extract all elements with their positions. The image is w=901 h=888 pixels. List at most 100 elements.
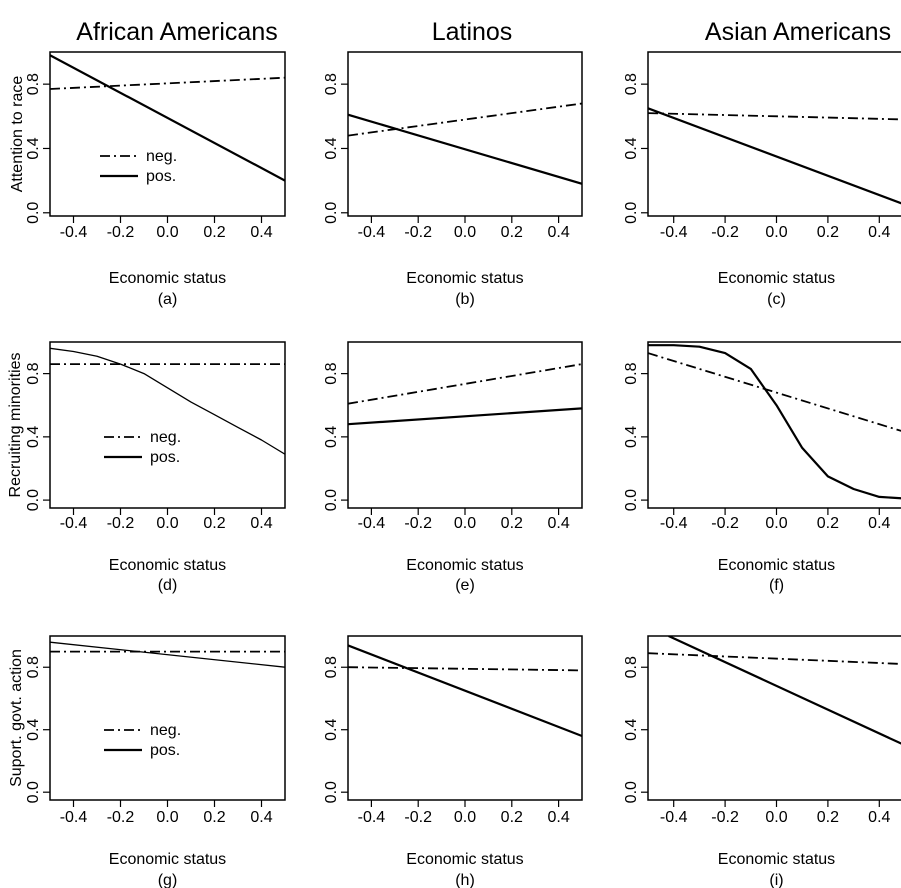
x-tick-label: 0.0 bbox=[765, 224, 787, 241]
series-line-pos bbox=[348, 644, 582, 738]
x-tick-label: -0.2 bbox=[711, 809, 739, 826]
y-tick-label: 0.8 bbox=[25, 656, 42, 678]
panel-label: (d) bbox=[158, 577, 178, 594]
panel-grid: -0.4 -0.2 0.0 0.2 0.4 0.0 0.4 0.8 Economic statu… bbox=[7, 51, 901, 888]
x-tick-label: 0.2 bbox=[501, 515, 523, 532]
plot-frame bbox=[647, 635, 901, 801]
y-axis-label: Suport. govt. action bbox=[8, 649, 25, 787]
column-title-asian-americans: Asian Americans bbox=[705, 18, 891, 46]
y-tick-label: 0.4 bbox=[323, 137, 340, 159]
x-tick-label: 0.4 bbox=[868, 809, 890, 826]
y-tick-label: 0.0 bbox=[323, 202, 340, 224]
column-title-african-americans: African Americans bbox=[76, 18, 277, 46]
series-line-neg bbox=[50, 76, 285, 90]
x-tick-label: 0.2 bbox=[817, 224, 839, 241]
x-tick-label: 0.0 bbox=[454, 809, 476, 826]
legend-label-pos: pos. bbox=[150, 449, 180, 466]
y-tick-label: 0.0 bbox=[623, 202, 640, 224]
x-tick-label: 0.2 bbox=[817, 809, 839, 826]
series-line-pos bbox=[348, 113, 582, 185]
y-tick-label: 0.0 bbox=[25, 489, 42, 511]
x-tick-label: -0.4 bbox=[60, 515, 88, 532]
x-axis-label: Economic status bbox=[406, 270, 523, 287]
x-tick-label: 0.4 bbox=[547, 515, 569, 532]
y-tick-label: 0.0 bbox=[25, 202, 42, 224]
y-tick-label: 0.4 bbox=[323, 718, 340, 740]
y-tick-label: 0.8 bbox=[323, 656, 340, 678]
x-axis-label: Economic status bbox=[406, 851, 523, 868]
y-tick-label: 0.8 bbox=[623, 362, 640, 384]
y-tick-label: 0.8 bbox=[25, 73, 42, 95]
y-axis-label: Attention to race bbox=[9, 76, 26, 193]
panel-g: -0.4 -0.2 0.0 0.2 0.4 0.0 0.4 0.8 Economic statu… bbox=[8, 635, 286, 888]
plot-frame bbox=[647, 341, 901, 509]
x-tick-label: -0.4 bbox=[358, 515, 386, 532]
series-line-neg bbox=[348, 666, 582, 672]
y-tick-label: 0.0 bbox=[323, 781, 340, 803]
panel-label: (h) bbox=[455, 872, 475, 888]
x-tick-label: -0.2 bbox=[107, 224, 135, 241]
x-tick-label: -0.2 bbox=[404, 515, 432, 532]
x-tick-label: -0.4 bbox=[60, 809, 88, 826]
panel-label: (b) bbox=[455, 291, 475, 308]
x-tick-label: -0.4 bbox=[60, 224, 88, 241]
x-tick-label: 0.2 bbox=[203, 515, 225, 532]
y-tick-label: 0.8 bbox=[25, 362, 42, 384]
legend-label-pos: pos. bbox=[146, 168, 176, 185]
series-line-neg bbox=[348, 363, 582, 405]
x-axis-label: Economic status bbox=[718, 851, 835, 868]
x-tick-label: -0.2 bbox=[711, 224, 739, 241]
plot-frame bbox=[347, 635, 583, 801]
x-tick-label: -0.4 bbox=[660, 515, 688, 532]
y-tick-label: 0.8 bbox=[323, 362, 340, 384]
legend-label-neg: neg. bbox=[146, 148, 177, 165]
x-tick-label: 0.0 bbox=[156, 809, 178, 826]
plot-frame bbox=[49, 341, 286, 509]
panel-f: -0.4 -0.2 0.0 0.2 0.4 0.0 0.4 0.8 Economic statu… bbox=[623, 341, 901, 594]
series-line-neg bbox=[648, 112, 901, 121]
x-tick-label: 0.4 bbox=[868, 224, 890, 241]
x-axis-label: Economic status bbox=[109, 270, 226, 287]
x-tick-label: 0.0 bbox=[765, 809, 787, 826]
panel-d: -0.4 -0.2 0.0 0.2 0.4 0.0 0.4 0.8 Economic statu… bbox=[7, 341, 286, 594]
plot-frame bbox=[49, 635, 286, 801]
y-tick-label: 0.4 bbox=[623, 426, 640, 448]
column-title-latinos: Latinos bbox=[432, 18, 513, 46]
y-tick-label: 0.4 bbox=[623, 137, 640, 159]
x-axis-label: Economic status bbox=[718, 270, 835, 287]
series-line-neg bbox=[348, 102, 582, 137]
series-line-pos bbox=[648, 344, 901, 500]
x-tick-label: 0.2 bbox=[203, 224, 225, 241]
x-axis-label: Economic status bbox=[109, 557, 226, 574]
series-line-neg bbox=[648, 352, 901, 432]
x-tick-label: 0.0 bbox=[156, 515, 178, 532]
panel-h: -0.4 -0.2 0.0 0.2 0.4 0.0 0.4 0.8 Economic statu… bbox=[323, 635, 583, 888]
legend: neg. pos. bbox=[100, 148, 177, 185]
y-tick-label: 0.0 bbox=[623, 781, 640, 803]
x-tick-label: 0.2 bbox=[501, 809, 523, 826]
x-tick-label: -0.4 bbox=[358, 224, 386, 241]
legend: neg. pos. bbox=[104, 429, 181, 466]
panel-e: -0.4 -0.2 0.0 0.2 0.4 0.0 0.4 0.8 Economic statu… bbox=[323, 341, 583, 594]
y-tick-label: 0.8 bbox=[323, 73, 340, 95]
y-tick-label: 0.0 bbox=[323, 489, 340, 511]
legend-label-neg: neg. bbox=[150, 429, 181, 446]
x-tick-label: -0.4 bbox=[660, 809, 688, 826]
y-tick-label: 0.4 bbox=[623, 718, 640, 740]
x-tick-label: -0.4 bbox=[660, 224, 688, 241]
x-tick-label: -0.2 bbox=[107, 515, 135, 532]
x-tick-label: -0.2 bbox=[107, 809, 135, 826]
panel-label: (a) bbox=[158, 291, 178, 308]
legend-label-neg: neg. bbox=[150, 722, 181, 739]
x-tick-label: -0.2 bbox=[711, 515, 739, 532]
series-line-pos bbox=[50, 347, 285, 455]
x-tick-label: 0.0 bbox=[765, 515, 787, 532]
panel-label: (g) bbox=[158, 872, 178, 888]
x-tick-label: 0.4 bbox=[547, 809, 569, 826]
x-tick-label: 0.4 bbox=[250, 224, 272, 241]
x-tick-label: 0.4 bbox=[250, 515, 272, 532]
x-tick-label: 0.0 bbox=[156, 224, 178, 241]
x-tick-label: -0.4 bbox=[358, 809, 386, 826]
series-line-pos bbox=[648, 107, 901, 205]
